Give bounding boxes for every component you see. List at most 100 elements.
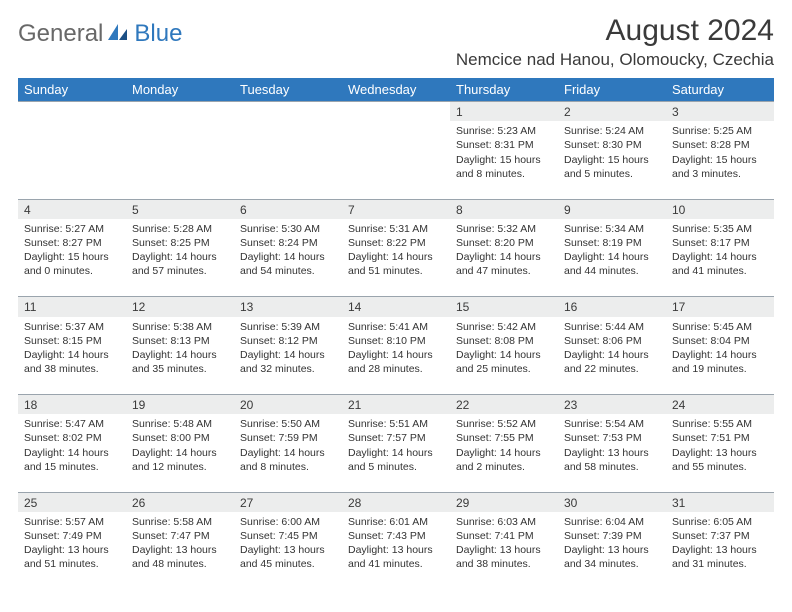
sunrise-text: Sunrise: 5:54 AM: [564, 417, 660, 431]
sunset-text: Sunset: 8:00 PM: [132, 431, 228, 445]
sunrise-text: Sunrise: 5:52 AM: [456, 417, 552, 431]
day-number-cell: 31: [666, 492, 774, 512]
daylight-text: Daylight: 14 hours and 51 minutes.: [348, 250, 444, 278]
weekday-header-row: Sunday Monday Tuesday Wednesday Thursday…: [18, 78, 774, 102]
sunset-text: Sunset: 7:47 PM: [132, 529, 228, 543]
daylight-text: Daylight: 14 hours and 41 minutes.: [672, 250, 768, 278]
day-number-cell: 10: [666, 199, 774, 219]
day-number-cell: 19: [126, 395, 234, 415]
sunset-text: Sunset: 8:19 PM: [564, 236, 660, 250]
sunrise-text: Sunrise: 5:38 AM: [132, 320, 228, 334]
day-detail-cell: Sunrise: 5:30 AMSunset: 8:24 PMDaylight:…: [234, 219, 342, 297]
day-detail-cell: Sunrise: 5:52 AMSunset: 7:55 PMDaylight:…: [450, 414, 558, 492]
title-block: August 2024 Nemcice nad Hanou, Olomoucky…: [456, 14, 774, 70]
sunset-text: Sunset: 7:59 PM: [240, 431, 336, 445]
day-detail-cell: Sunrise: 5:47 AMSunset: 8:02 PMDaylight:…: [18, 414, 126, 492]
day-number-cell: 14: [342, 297, 450, 317]
day-number-row: 11121314151617: [18, 297, 774, 317]
day-number-cell: 18: [18, 395, 126, 415]
day-number-row: 25262728293031: [18, 492, 774, 512]
day-number-cell: 30: [558, 492, 666, 512]
daylight-text: Daylight: 14 hours and 28 minutes.: [348, 348, 444, 376]
weekday-header: Sunday: [18, 78, 126, 102]
sunset-text: Sunset: 7:49 PM: [24, 529, 120, 543]
sunrise-text: Sunrise: 5:41 AM: [348, 320, 444, 334]
day-number-cell: 22: [450, 395, 558, 415]
sunrise-text: Sunrise: 5:27 AM: [24, 222, 120, 236]
sunrise-text: Sunrise: 5:48 AM: [132, 417, 228, 431]
logo: General Blue: [18, 20, 182, 48]
daylight-text: Daylight: 14 hours and 57 minutes.: [132, 250, 228, 278]
day-number-cell: 16: [558, 297, 666, 317]
day-number-cell: 11: [18, 297, 126, 317]
day-detail-cell: Sunrise: 5:24 AMSunset: 8:30 PMDaylight:…: [558, 121, 666, 199]
day-detail-cell: Sunrise: 5:34 AMSunset: 8:19 PMDaylight:…: [558, 219, 666, 297]
day-number-cell: 12: [126, 297, 234, 317]
weekday-header: Thursday: [450, 78, 558, 102]
sunrise-text: Sunrise: 6:04 AM: [564, 515, 660, 529]
day-detail-row: Sunrise: 5:37 AMSunset: 8:15 PMDaylight:…: [18, 317, 774, 395]
sunset-text: Sunset: 8:24 PM: [240, 236, 336, 250]
day-detail-cell: Sunrise: 6:04 AMSunset: 7:39 PMDaylight:…: [558, 512, 666, 590]
day-number-cell: [234, 102, 342, 122]
weekday-header: Saturday: [666, 78, 774, 102]
day-number-row: 18192021222324: [18, 395, 774, 415]
calendar-body: 123Sunrise: 5:23 AMSunset: 8:31 PMDaylig…: [18, 102, 774, 590]
sunset-text: Sunset: 8:20 PM: [456, 236, 552, 250]
day-detail-cell: Sunrise: 5:39 AMSunset: 8:12 PMDaylight:…: [234, 317, 342, 395]
day-number-cell: 3: [666, 102, 774, 122]
header: General Blue August 2024 Nemcice nad Han…: [18, 14, 774, 70]
daylight-text: Daylight: 14 hours and 25 minutes.: [456, 348, 552, 376]
sunrise-text: Sunrise: 6:05 AM: [672, 515, 768, 529]
day-number-cell: 27: [234, 492, 342, 512]
day-number-cell: 13: [234, 297, 342, 317]
sunrise-text: Sunrise: 5:47 AM: [24, 417, 120, 431]
day-detail-row: Sunrise: 5:23 AMSunset: 8:31 PMDaylight:…: [18, 121, 774, 199]
day-number-cell: 7: [342, 199, 450, 219]
logo-text-general: General: [18, 20, 103, 48]
day-number-cell: 9: [558, 199, 666, 219]
day-detail-row: Sunrise: 5:57 AMSunset: 7:49 PMDaylight:…: [18, 512, 774, 590]
daylight-text: Daylight: 14 hours and 8 minutes.: [240, 446, 336, 474]
daylight-text: Daylight: 13 hours and 31 minutes.: [672, 543, 768, 571]
day-detail-cell: Sunrise: 6:00 AMSunset: 7:45 PMDaylight:…: [234, 512, 342, 590]
logo-text-blue: Blue: [134, 20, 182, 48]
daylight-text: Daylight: 13 hours and 45 minutes.: [240, 543, 336, 571]
daylight-text: Daylight: 14 hours and 19 minutes.: [672, 348, 768, 376]
day-detail-cell: Sunrise: 5:42 AMSunset: 8:08 PMDaylight:…: [450, 317, 558, 395]
sunrise-text: Sunrise: 5:42 AM: [456, 320, 552, 334]
daylight-text: Daylight: 13 hours and 34 minutes.: [564, 543, 660, 571]
day-detail-cell: Sunrise: 6:05 AMSunset: 7:37 PMDaylight:…: [666, 512, 774, 590]
sunset-text: Sunset: 8:12 PM: [240, 334, 336, 348]
sunset-text: Sunset: 8:31 PM: [456, 138, 552, 152]
day-number-row: 123: [18, 102, 774, 122]
sunset-text: Sunset: 8:28 PM: [672, 138, 768, 152]
logo-sail-icon: [107, 22, 129, 47]
sunset-text: Sunset: 8:15 PM: [24, 334, 120, 348]
sunrise-text: Sunrise: 5:25 AM: [672, 124, 768, 138]
day-detail-cell: [342, 121, 450, 199]
daylight-text: Daylight: 13 hours and 58 minutes.: [564, 446, 660, 474]
day-detail-cell: Sunrise: 5:38 AMSunset: 8:13 PMDaylight:…: [126, 317, 234, 395]
sunset-text: Sunset: 8:13 PM: [132, 334, 228, 348]
day-detail-cell: Sunrise: 5:27 AMSunset: 8:27 PMDaylight:…: [18, 219, 126, 297]
sunset-text: Sunset: 7:45 PM: [240, 529, 336, 543]
sunset-text: Sunset: 8:30 PM: [564, 138, 660, 152]
daylight-text: Daylight: 14 hours and 12 minutes.: [132, 446, 228, 474]
day-number-cell: 26: [126, 492, 234, 512]
sunset-text: Sunset: 8:02 PM: [24, 431, 120, 445]
day-detail-cell: [126, 121, 234, 199]
sunrise-text: Sunrise: 6:00 AM: [240, 515, 336, 529]
sunrise-text: Sunrise: 5:39 AM: [240, 320, 336, 334]
daylight-text: Daylight: 13 hours and 38 minutes.: [456, 543, 552, 571]
day-number-cell: 17: [666, 297, 774, 317]
sunrise-text: Sunrise: 5:50 AM: [240, 417, 336, 431]
weekday-header: Tuesday: [234, 78, 342, 102]
daylight-text: Daylight: 14 hours and 47 minutes.: [456, 250, 552, 278]
sunrise-text: Sunrise: 5:34 AM: [564, 222, 660, 236]
day-detail-cell: Sunrise: 5:35 AMSunset: 8:17 PMDaylight:…: [666, 219, 774, 297]
sunset-text: Sunset: 7:37 PM: [672, 529, 768, 543]
sunrise-text: Sunrise: 5:35 AM: [672, 222, 768, 236]
day-number-cell: 1: [450, 102, 558, 122]
sunrise-text: Sunrise: 5:51 AM: [348, 417, 444, 431]
